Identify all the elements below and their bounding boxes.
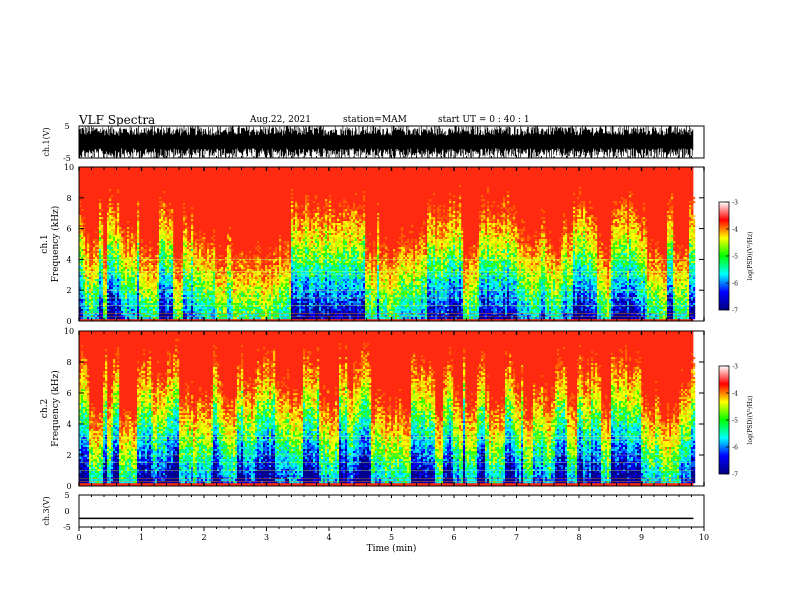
ch2-colorbar-label: log(PSD)(V²/Hz): [747, 396, 754, 445]
ch2-colorbar-tick-label: -4: [732, 391, 738, 398]
ch1-ytick-label: -5: [63, 154, 71, 163]
x-axis-tick-label: 9: [639, 533, 644, 542]
ch2-colorbar-tick-label: -7: [732, 472, 738, 479]
x-axis-tick-label: 6: [451, 533, 456, 542]
ch1-ylabel: Frequency (kHz): [50, 206, 61, 283]
ch1-ylabel: ch.1(V): [42, 127, 51, 156]
ch2-ytick-label: 8: [66, 358, 71, 367]
x-axis-tick-label: 3: [264, 533, 269, 542]
ch2-colorbar-tick-label: -5: [732, 418, 738, 425]
ch1-colorbar-label: log(PSD)(V²/Hz): [747, 232, 754, 281]
ch1-ytick-label: 5: [64, 122, 69, 131]
ch1-ytick-label: 4: [66, 255, 71, 264]
ch3-ytick-label: 5: [64, 491, 69, 500]
ch1-ytick-label: 0: [66, 317, 71, 326]
x-axis-tick-label: 0: [76, 533, 81, 542]
ch1-waveform-line: [79, 126, 693, 158]
ch2-colorbar-tick-label: -3: [732, 364, 738, 371]
ch3-ytick-label: -5: [63, 523, 71, 532]
ch1-ytick-label: 2: [66, 286, 71, 295]
ch2-spectrogram-image: [79, 331, 695, 486]
ch1-ytick-label: 10: [64, 163, 74, 172]
ch1-colorbar-tick-label: -5: [732, 254, 738, 261]
x-axis-tick-label: 7: [514, 533, 519, 542]
x-axis-tick-label: 4: [326, 533, 331, 542]
ch1-colorbar-tick-label: -7: [732, 308, 738, 315]
ch1-spectrogram-image: [79, 167, 695, 321]
ch1-ytick-label: 8: [66, 194, 71, 203]
ch3-ytick-label: 0: [64, 507, 69, 516]
ch2-ylabel: Frequency (kHz): [50, 370, 61, 447]
ch3-panel-frame: [79, 495, 704, 527]
ch3-ylabel: ch.3(V): [42, 496, 51, 525]
ch2-channel-label: ch.2: [40, 399, 50, 418]
ch2-ytick-label: 0: [66, 482, 71, 491]
x-axis-tick-label: 5: [389, 533, 394, 542]
ch2-colorbar-tick-label: -6: [732, 445, 738, 452]
x-axis-tick-label: 2: [201, 533, 206, 542]
ch2-ytick-label: 2: [66, 451, 71, 460]
x-axis-label: Time (min): [367, 543, 417, 554]
x-axis-tick-label: 10: [699, 533, 709, 542]
x-axis-tick-label: 1: [139, 533, 144, 542]
ch1-colorbar-tick-label: -6: [732, 281, 738, 288]
ch2-ytick-label: 6: [66, 389, 71, 398]
x-axis-tick-label: 8: [576, 533, 581, 542]
ch1-channel-label: ch.1: [40, 234, 50, 253]
ch1-colorbar-tick-label: -3: [732, 200, 738, 207]
ch1-colorbar-tick-label: -4: [732, 227, 738, 234]
ch1-ytick-label: 6: [66, 225, 71, 234]
ch2-ytick-label: 4: [66, 420, 71, 429]
ch2-ytick-label: 10: [64, 327, 74, 336]
